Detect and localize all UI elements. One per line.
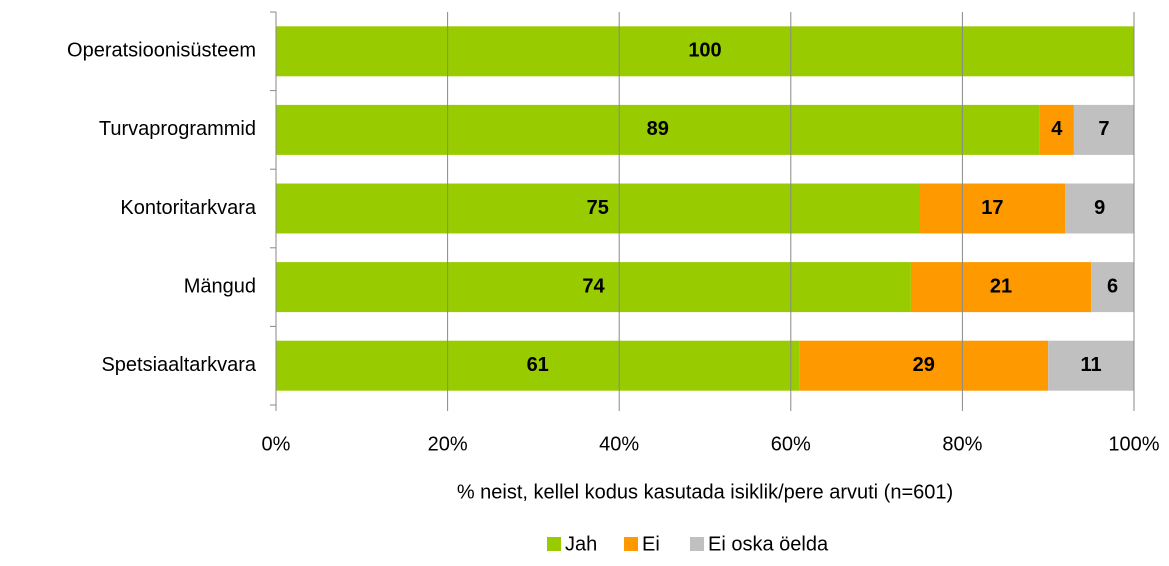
y-tick-label: Turvaprogrammid — [99, 118, 256, 140]
bar-segment — [276, 340, 800, 391]
bar-segment — [919, 183, 1066, 234]
bar-segment — [276, 183, 920, 234]
data-label: 7 — [1098, 118, 1109, 140]
bar-segment — [276, 262, 911, 313]
bar-segment — [1065, 183, 1134, 234]
y-tick-label: Mängud — [184, 275, 256, 297]
x-tick-label: 40% — [599, 433, 639, 455]
legend-swatch — [624, 537, 638, 551]
bar-segment — [276, 26, 1134, 77]
bar-segment — [910, 262, 1092, 313]
data-label: 21 — [990, 275, 1012, 297]
legend-label: Jah — [565, 533, 597, 555]
data-label: 75 — [587, 197, 609, 219]
data-label: 61 — [527, 354, 549, 376]
data-label: 100 — [688, 40, 721, 62]
legend-swatch — [547, 537, 561, 551]
bar-segment — [799, 340, 1049, 391]
legend-label: Ei oska öelda — [708, 533, 829, 555]
bar-segment — [1048, 340, 1134, 391]
data-label: 89 — [647, 118, 669, 140]
data-label: 6 — [1107, 275, 1118, 297]
bar-segment — [1073, 104, 1134, 155]
data-label: 9 — [1094, 197, 1105, 219]
bar-segment — [1091, 262, 1134, 313]
y-tick-label: Kontoritarkvara — [120, 197, 256, 219]
x-tick-label: 80% — [942, 433, 982, 455]
x-tick-label: 20% — [428, 433, 468, 455]
data-label: 17 — [981, 197, 1003, 219]
y-tick-label: Operatsioonisüsteem — [67, 40, 256, 62]
bar-segment — [276, 104, 1040, 155]
data-label: 4 — [1051, 118, 1063, 140]
bar-segment — [1039, 104, 1074, 155]
x-tick-label: 60% — [771, 433, 811, 455]
x-axis-title: % neist, kellel kodus kasutada isiklik/p… — [457, 481, 953, 503]
legend-label: Ei — [642, 533, 660, 555]
x-tick-label: 0% — [262, 433, 291, 455]
x-tick-label: 100% — [1108, 433, 1159, 455]
data-label: 74 — [582, 275, 605, 297]
plot-area — [276, 26, 1134, 391]
data-label: 29 — [913, 354, 935, 376]
y-tick-label: Spetsiaaltarkvara — [101, 354, 256, 376]
legend-swatch — [690, 537, 704, 551]
data-label: 11 — [1081, 354, 1102, 376]
